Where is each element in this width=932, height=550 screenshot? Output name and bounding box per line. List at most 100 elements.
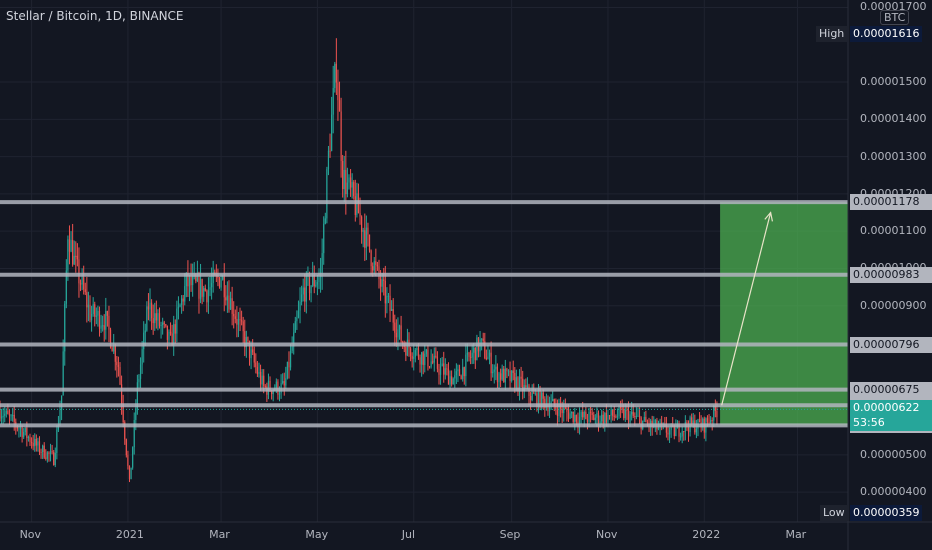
candle-body [520,376,522,379]
currency-label[interactable]: BTC [880,10,910,25]
candle-body [225,297,227,301]
candle-body [87,304,90,308]
candle-body [716,411,718,418]
candle-body [122,404,124,423]
candle-body [13,414,15,422]
candle-body [585,411,587,420]
level-price-tag[interactable]: 0.00001178 [850,194,932,211]
time-tick-label: Nov [19,528,42,541]
candle-body [321,253,323,273]
candle-body [130,467,132,480]
candle-body [591,412,593,415]
candle-body [441,363,443,367]
price-tick-label: 0.00001400 [860,112,927,126]
candle-body [392,309,394,323]
candle-body [665,424,667,433]
candle-body [391,309,393,311]
target-zone-rect[interactable] [720,202,848,426]
candle-body [29,437,31,443]
candle-body [541,392,543,408]
candle-body [94,304,96,317]
candle-body [552,399,554,402]
candle-body [583,411,585,418]
level-price-tag[interactable]: 0.00000796 [850,336,932,353]
trend-arrow[interactable] [721,211,774,406]
candle-body [454,375,456,379]
candle-body [471,352,473,358]
candle-body [394,322,396,333]
candle-body [146,306,148,331]
candle-body [177,306,180,309]
horizontal-levels[interactable] [0,200,848,428]
candle-body [313,275,315,287]
candle-body [507,370,510,372]
candle-body [578,416,581,425]
price-tick-label: 0.00001300 [860,149,927,163]
candle-body [233,313,235,317]
candle-body [353,182,355,197]
candle-body [304,287,306,302]
candle-body [68,239,71,252]
candle-body [667,432,669,435]
candle-body [201,279,203,297]
candle-body [446,368,448,370]
candle-body [248,340,251,359]
candle-body [48,452,50,455]
candle-body [593,414,595,421]
candle-body [67,239,69,271]
current-price-tag[interactable]: 0.00000622 [850,400,932,417]
candle-body [23,432,25,438]
candle-body [128,465,131,480]
candle-body [179,304,181,307]
level-price-tag[interactable]: 0.00000675 [850,381,932,398]
candle-body [492,371,494,374]
candle-body [207,289,210,303]
candle-body [89,304,91,321]
candle-body [462,367,464,380]
candle-body [623,408,625,419]
candle-body [259,371,262,385]
candle-body [496,366,499,383]
candle-body [379,278,382,287]
candle-body [234,316,236,319]
candle-body [119,366,121,385]
time-tick-label: 2022 [692,528,721,541]
candle-body [370,250,372,267]
arrow-head [764,211,774,222]
candle-body [463,367,465,377]
candle-body [387,295,390,297]
candle-body [533,392,535,394]
candle-body [141,349,143,365]
candle-body [253,352,255,363]
level-price-tag[interactable]: 0.00000983 [850,266,932,283]
candle-body [522,378,524,391]
candle-body [0,410,1,419]
candle-body [27,437,30,439]
candle-body [449,376,451,385]
candle-body [195,275,197,282]
candle-body [567,411,570,419]
candle-body [364,230,366,248]
price-tick-label: 0.00001500 [860,75,927,89]
candle-body [109,329,112,348]
candle-body [154,313,156,324]
candle-body [162,322,164,326]
candle-body [620,407,622,409]
price-tick-label: 0.00000400 [860,485,927,499]
candle-body [485,358,487,360]
candle-body [340,111,342,161]
candle-body [356,193,358,215]
candle-body [466,352,469,355]
price-tick-label: 0.00000900 [860,298,927,312]
low-value: 0.00000359 [850,505,923,521]
candle-body [315,284,317,287]
candle-body [30,442,33,444]
candle-body [42,445,44,453]
candle-body [632,411,634,417]
candle-body [288,362,290,368]
candle-body [455,371,457,376]
candle-body [4,413,6,416]
candle-body [255,362,257,368]
arrow-line[interactable] [721,212,772,406]
